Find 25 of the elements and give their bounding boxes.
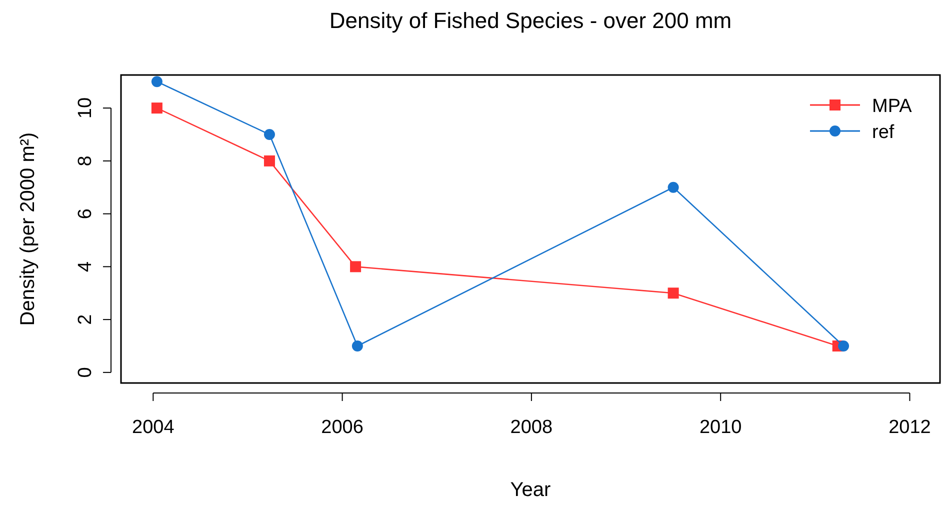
point (350, 261, 362, 272)
y-tick-label: 6 (75, 208, 96, 220)
y-tick-label: 4 (75, 260, 96, 272)
x-tick-label: 2006 (321, 417, 364, 438)
chart-title: Density of Fished Species - over 200 mm (329, 8, 732, 33)
point (151, 76, 162, 88)
y-tick-label: 0 (75, 367, 96, 378)
y-tick-label: 8 (75, 156, 96, 166)
point (151, 102, 162, 114)
x-tick-label: 2004 (132, 417, 175, 438)
y-tick-label: 10 (75, 97, 96, 119)
point (668, 288, 679, 299)
x-axis-title: Year (510, 479, 552, 501)
legend-label: MPA (872, 96, 912, 117)
y-tick-label: 2 (75, 314, 96, 325)
x-tick-label: 2008 (510, 417, 553, 438)
x-tick-label: 2012 (888, 417, 931, 438)
point (352, 340, 363, 352)
point (668, 182, 679, 193)
y-axis-title: Density (per 2000 m²) (17, 132, 39, 326)
point (264, 155, 275, 166)
point (264, 128, 275, 140)
x-tick-label: 2010 (699, 417, 742, 438)
legend-label: ref (872, 122, 895, 143)
point (838, 340, 850, 352)
